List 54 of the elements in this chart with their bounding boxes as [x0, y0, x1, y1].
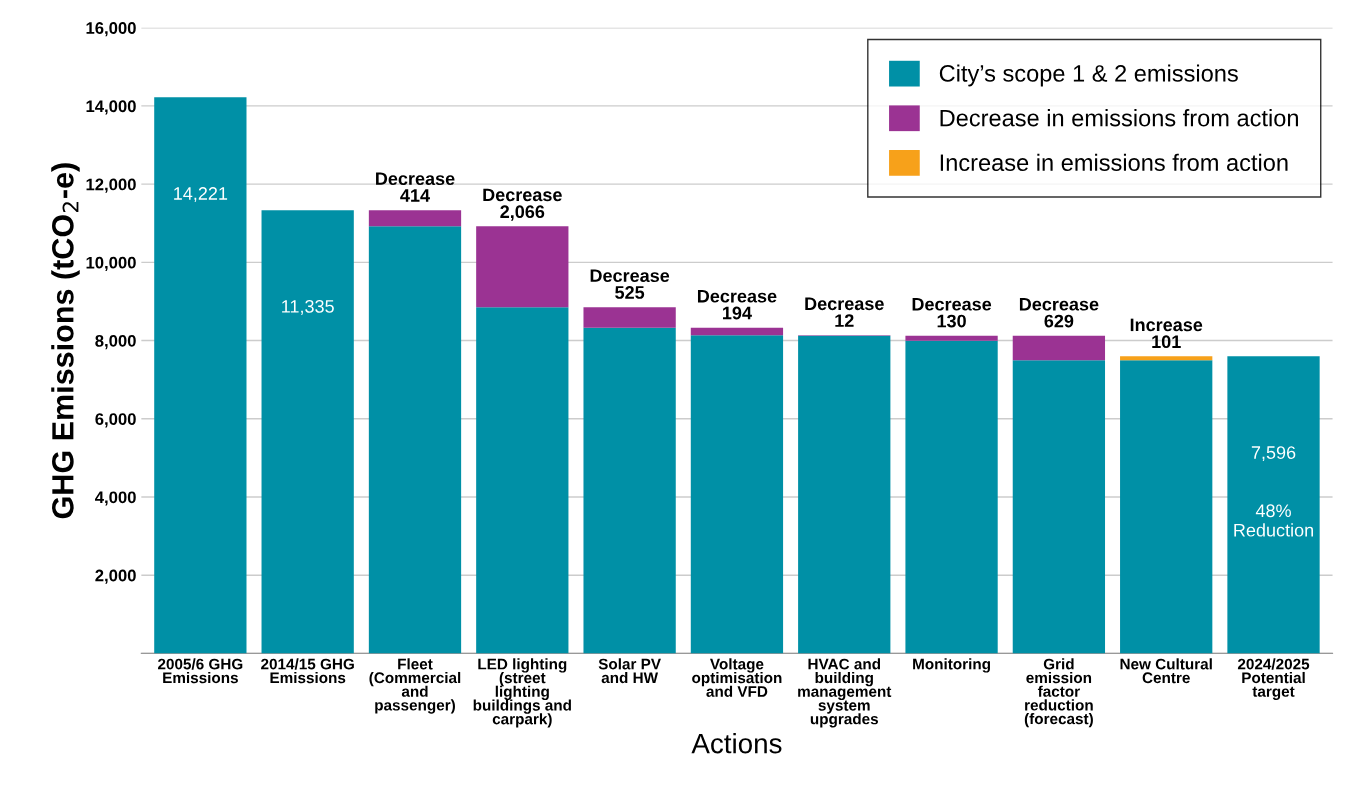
x-tick-label: HVAC and building management system upgrades	[798, 658, 892, 728]
bar	[690, 335, 784, 654]
y-axis-title: GHG Emissions (tCO$_{2}$-e)	[51, 163, 80, 519]
y-tick-label: 4,000	[95, 491, 136, 506]
y-tick-label: 12,000	[86, 178, 136, 193]
y-tick-label: 8,000	[95, 334, 136, 350]
bar	[690, 327, 784, 336]
data-label: Decrease 194	[697, 289, 777, 320]
x-tick-label: Fleet (Commercial and passenger)	[369, 658, 461, 714]
x-tick-label: Grid emission factor reduction (forecast)	[1024, 658, 1093, 728]
bar	[154, 97, 247, 654]
y-tick-label: 16,000	[86, 22, 136, 37]
legend-label: Increase in emissions from action	[940, 153, 1288, 172]
bar	[1120, 356, 1213, 361]
y-tick-label: 6,000	[95, 413, 136, 428]
y-tick-label: 14,000	[86, 100, 136, 115]
bar	[1120, 360, 1213, 654]
data-label: Decrease 12	[805, 297, 884, 327]
bar	[1227, 356, 1320, 654]
data-label: Decrease 414	[376, 172, 455, 202]
x-tick-label: 2005/6 GHG Emissions	[158, 658, 243, 684]
legend-label: City’s scope 1 & 2 emissions	[939, 64, 1238, 87]
x-tick-label: 2014/15 GHG Emissions	[261, 658, 354, 684]
data-label: Decrease 525	[590, 269, 670, 299]
bar	[905, 340, 998, 654]
x-tick-label: Monitoring	[913, 658, 990, 673]
bar	[583, 307, 676, 328]
bar	[476, 307, 569, 654]
data-label: 14,221	[174, 187, 228, 203]
bar	[261, 210, 354, 654]
data-label: Decrease 2,066	[483, 188, 562, 221]
bar	[905, 335, 998, 341]
data-label: Increase 101	[1130, 318, 1203, 349]
bar	[583, 327, 676, 654]
x-tick-label: New Cultural Centre	[1120, 658, 1212, 684]
bar	[368, 226, 462, 654]
bar	[476, 226, 569, 308]
bar	[1012, 335, 1106, 361]
data-label: Decrease 629	[1019, 298, 1099, 328]
x-axis-title: Actions	[691, 733, 782, 754]
x-tick-label: LED lighting (street lighting buildings and carpark)	[473, 658, 571, 728]
y-tick-label: 10,000	[86, 256, 136, 271]
y-tick-label: 2,000	[95, 569, 136, 584]
data-label: 11,335	[282, 299, 334, 315]
bar	[798, 335, 891, 654]
data-label: 7,596	[1251, 446, 1296, 462]
x-tick-label: Voltage optimisation and VFD	[692, 658, 782, 697]
legend-label: Decrease in emissions from action	[940, 109, 1298, 127]
x-tick-label: Solar PV and HW	[598, 658, 661, 684]
x-tick-label: 2024/2025 Potential target	[1237, 658, 1310, 700]
data-label: Decrease 130	[912, 298, 992, 328]
bar	[1012, 360, 1106, 654]
bar	[368, 210, 462, 227]
annotation: 48% Reduction	[1234, 504, 1313, 537]
